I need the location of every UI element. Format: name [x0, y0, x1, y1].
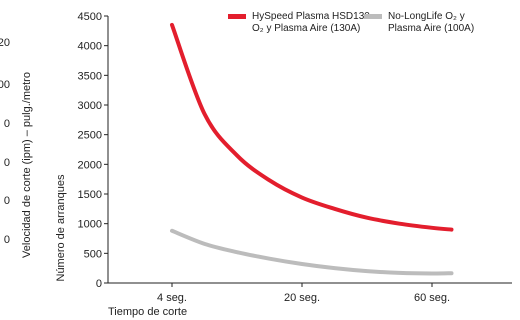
y-tick-label: 3500 — [78, 70, 102, 82]
secondary-axis-title: Velocidad de corte (ipm) – pulg./metro — [21, 72, 33, 258]
secondary-axis: Velocidad de corte (ipm) – pulg./metro 2… — [0, 37, 33, 258]
x-axis-title: Tiempo de corte — [108, 306, 187, 318]
x-tick-label: 60 seg. — [414, 292, 450, 304]
y-tick-label: 500 — [84, 248, 102, 260]
secondary-tick-label: 20 — [0, 37, 10, 49]
secondary-tick-label: 0 — [4, 195, 10, 207]
legend-label-2-line2: Plasma Aire (100A) — [388, 23, 474, 34]
series-group — [170, 22, 454, 276]
legend-swatch-2 — [364, 14, 382, 19]
x-tick-label: 20 seg. — [284, 292, 320, 304]
x-axis-ticks: 4 seg. 20 seg. 60 seg. — [157, 283, 450, 304]
legend-label-2-line1: No-LongLife O₂ y — [388, 11, 465, 22]
legend-swatch-1 — [228, 14, 246, 19]
y-axis-ticks: 0 500 1000 1500 2000 2500 3000 3500 4000 4500 — [78, 11, 108, 290]
y-tick-label: 3000 — [78, 100, 102, 112]
series-line-2 — [170, 228, 454, 276]
secondary-tick-label: 00 — [0, 79, 10, 91]
y-tick-label: 2500 — [78, 130, 102, 142]
secondary-tick-label: 0 — [4, 118, 10, 130]
y-tick-label: 4000 — [78, 41, 102, 53]
legend-label-1-line1: HySpeed Plasma HSD130 — [252, 11, 370, 22]
secondary-tick-label: 0 — [4, 234, 10, 246]
y-tick-label: 2000 — [78, 159, 102, 171]
y-tick-label: 1500 — [78, 189, 102, 201]
y-tick-label: 1000 — [78, 219, 102, 231]
y-tick-label: 4500 — [78, 11, 102, 23]
series-line-1 — [170, 22, 454, 232]
x-tick-label: 4 seg. — [157, 292, 187, 304]
secondary-tick-label: 0 — [4, 157, 10, 169]
y-axis-title: Número de arranques — [55, 174, 67, 282]
y-tick-label: 0 — [96, 278, 102, 290]
legend-label-1-line2: O₂ y Plasma Aire (130A) — [252, 23, 360, 34]
